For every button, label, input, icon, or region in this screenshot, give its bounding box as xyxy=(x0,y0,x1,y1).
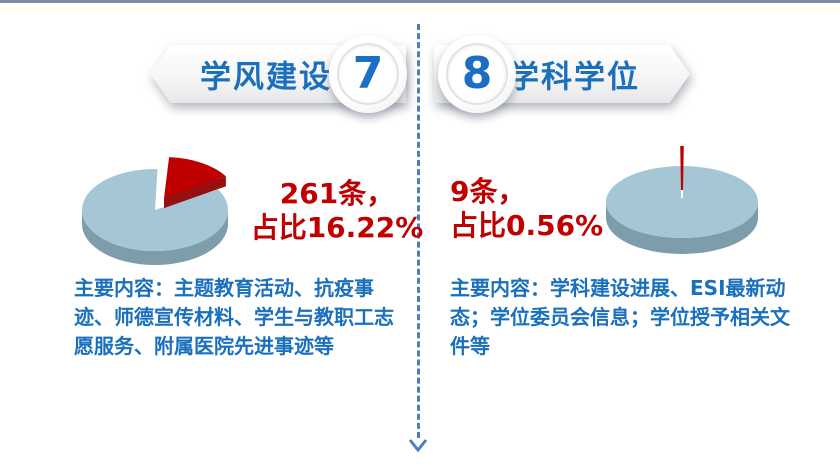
stat-left-count: 261条， xyxy=(279,177,395,210)
section-number-badge-right: 8 xyxy=(438,35,516,113)
description-right: 主要内容：学科建设进展、ESI最新动态；学位委员会信息；学位授予相关文件等 xyxy=(450,276,790,358)
stat-right-percent: 占比0.56% xyxy=(450,209,604,242)
pie-chart-right xyxy=(606,146,758,254)
dashed-divider xyxy=(417,24,420,438)
section-title-right: 学科学位 xyxy=(508,59,640,96)
top-band xyxy=(0,3,840,15)
section-number-left: 7 xyxy=(352,48,384,99)
stat-left: 261条， 占比16.22% xyxy=(247,177,427,245)
pie-red-slice-left xyxy=(164,157,226,198)
section-number-badge-left: 7 xyxy=(329,35,407,113)
pie-chart-left xyxy=(82,157,228,265)
pie-side-right xyxy=(606,202,758,254)
stat-left-percent: 占比16.22% xyxy=(250,211,424,244)
description-left: 主要内容：主题教育活动、抗疫事迹、师德宣传材料、学生与教职工志愿服务、附属医院先… xyxy=(74,276,394,358)
stat-right-count: 9条， xyxy=(450,175,526,208)
section-number-right: 8 xyxy=(461,48,493,99)
stat-right: 9条， 占比0.56% xyxy=(450,175,680,243)
top-border-bar xyxy=(0,0,840,3)
down-arrow-icon xyxy=(408,439,428,453)
pie-side-left xyxy=(82,210,228,265)
pie-red-slice-right xyxy=(680,146,684,190)
pie-red-slice-edge-left xyxy=(164,176,226,208)
section-title-left: 学风建设 xyxy=(200,59,332,96)
pie-slice-other-right xyxy=(606,166,758,238)
